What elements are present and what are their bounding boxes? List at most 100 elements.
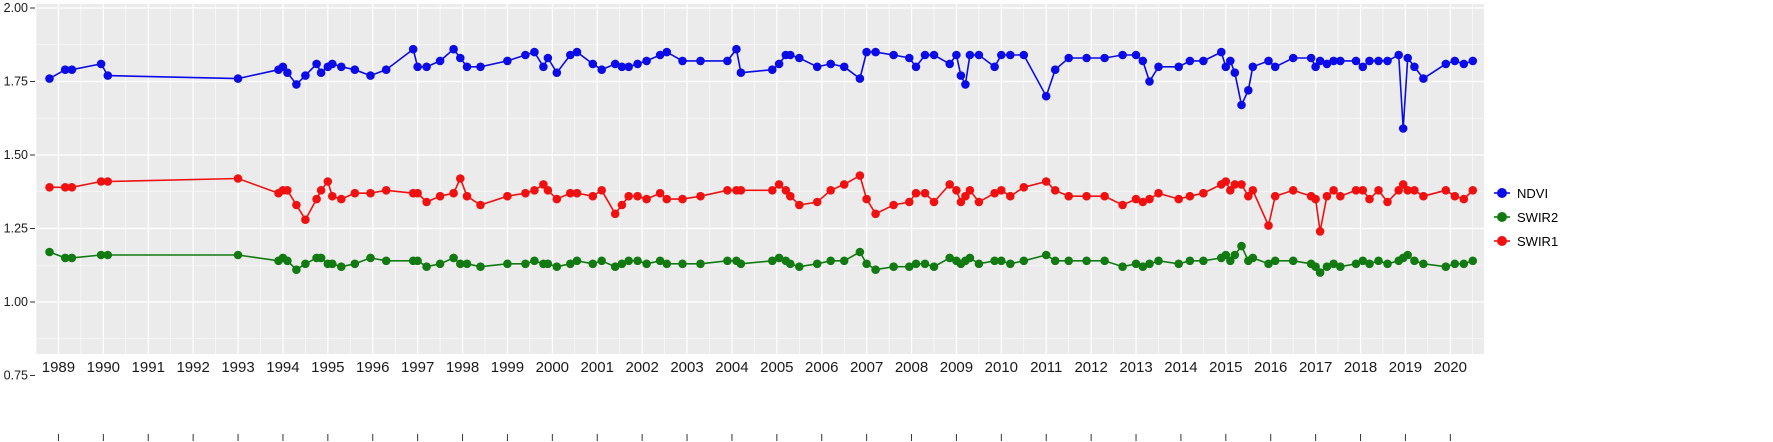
data-point: [328, 191, 337, 201]
data-point: [862, 194, 871, 204]
data-point: [1221, 62, 1231, 72]
data-point: [624, 62, 633, 72]
data-point: [312, 59, 321, 69]
data-point: [350, 259, 360, 269]
legend-label-ndvi: NDVI: [1517, 185, 1549, 201]
x-tick-label: 1993: [221, 359, 254, 376]
data-point: [1226, 56, 1235, 66]
data-point: [1131, 194, 1141, 204]
data-point: [1006, 50, 1015, 60]
legend-key-dot: [1497, 188, 1507, 198]
x-tick-label: 2013: [1119, 359, 1152, 376]
x-tick-label: 2015: [1209, 359, 1242, 376]
data-point: [774, 59, 784, 69]
data-point: [408, 44, 418, 54]
data-point: [96, 250, 106, 260]
data-point: [633, 256, 642, 266]
x-tick-label: 2018: [1344, 359, 1377, 376]
data-point: [905, 262, 914, 272]
data-point: [1230, 68, 1240, 77]
y-axis-labels: 2.00 1.75 1.50 1.25 1.00 0.75: [4, 1, 28, 383]
y-tick-label: 1.50: [4, 148, 28, 162]
data-point: [945, 59, 954, 69]
data-point: [328, 259, 337, 269]
y-tick-label: 1.75: [4, 75, 28, 89]
legend-label-swir1: SWIR1: [1517, 233, 1559, 249]
data-point: [862, 47, 871, 57]
data-point: [1217, 47, 1226, 57]
x-tick-label: 1990: [87, 359, 120, 376]
data-point: [911, 188, 921, 198]
data-point: [1288, 186, 1298, 195]
data-point: [1082, 256, 1091, 266]
data-point: [60, 65, 70, 74]
data-point: [990, 62, 999, 72]
data-point: [678, 194, 687, 204]
data-point: [572, 47, 582, 57]
data-point: [795, 262, 804, 272]
data-point: [350, 188, 360, 198]
data-point: [278, 62, 288, 72]
data-point: [1336, 262, 1345, 272]
data-point: [316, 68, 326, 77]
data-point: [662, 259, 672, 269]
x-tick-label: 2009: [940, 359, 973, 376]
data-point: [768, 256, 777, 266]
data-point: [774, 253, 784, 263]
data-point: [889, 50, 898, 60]
data-point: [1248, 62, 1258, 72]
data-point: [301, 215, 310, 224]
data-point: [1199, 256, 1208, 266]
data-point: [566, 259, 575, 269]
y-tick-label: 0.75: [4, 369, 28, 383]
x-tick-label: 1999: [491, 359, 524, 376]
data-point: [96, 177, 106, 186]
data-point: [413, 62, 422, 72]
data-point: [889, 262, 898, 272]
data-point: [1403, 53, 1412, 63]
data-point: [610, 59, 620, 69]
data-point: [45, 183, 54, 192]
data-point: [1358, 256, 1368, 266]
data-point: [1459, 59, 1469, 69]
data-point: [1398, 180, 1408, 189]
data-point: [1041, 91, 1051, 101]
data-point: [1329, 186, 1338, 195]
data-point: [60, 183, 70, 192]
data-point: [301, 71, 310, 80]
data-point: [588, 259, 598, 269]
data-point: [929, 262, 939, 272]
data-point: [956, 71, 966, 80]
data-point: [381, 65, 391, 74]
data-point: [543, 53, 553, 63]
data-point: [1131, 259, 1141, 269]
legend-item-ndvi: NDVI: [1492, 183, 1558, 203]
data-point: [103, 177, 113, 186]
data-point: [381, 256, 391, 266]
data-point: [1138, 262, 1148, 272]
data-point: [1248, 186, 1258, 195]
data-point: [696, 191, 705, 201]
data-point: [781, 186, 791, 195]
data-point: [633, 59, 642, 69]
data-point: [855, 247, 865, 257]
data-point: [1118, 262, 1127, 272]
data-point: [1185, 256, 1195, 266]
data-point: [292, 80, 301, 89]
data-point: [997, 256, 1006, 266]
data-point: [826, 256, 835, 266]
x-tick-label: 2001: [581, 359, 614, 376]
data-point: [1199, 56, 1208, 66]
data-point: [1131, 50, 1141, 60]
data-point: [530, 186, 539, 195]
data-point: [1311, 194, 1320, 204]
data-point: [920, 259, 930, 269]
data-point: [1006, 191, 1015, 201]
data-point: [956, 197, 966, 207]
data-point: [552, 68, 562, 77]
data-point: [795, 200, 804, 210]
x-tick-label: 2020: [1434, 359, 1467, 376]
x-tick-label: 2019: [1389, 359, 1422, 376]
data-point: [422, 197, 431, 207]
data-point: [1264, 56, 1273, 66]
